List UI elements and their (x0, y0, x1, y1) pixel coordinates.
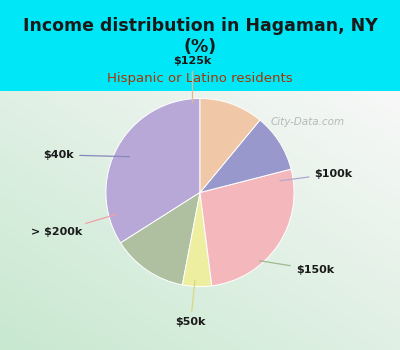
Text: $125k: $125k (173, 56, 212, 103)
Wedge shape (106, 98, 200, 243)
Text: City-Data.com: City-Data.com (271, 117, 345, 127)
Text: Hispanic or Latino residents: Hispanic or Latino residents (107, 72, 293, 85)
Text: $150k: $150k (259, 261, 334, 275)
Wedge shape (200, 120, 291, 192)
Text: Income distribution in Hagaman, NY
(%): Income distribution in Hagaman, NY (%) (23, 17, 377, 56)
Wedge shape (120, 193, 200, 285)
Text: $40k: $40k (44, 150, 130, 160)
Wedge shape (200, 98, 260, 192)
Text: > $200k: > $200k (32, 214, 117, 237)
Wedge shape (200, 169, 294, 286)
Text: $100k: $100k (280, 169, 353, 181)
Text: $50k: $50k (176, 280, 206, 327)
Wedge shape (182, 193, 212, 287)
